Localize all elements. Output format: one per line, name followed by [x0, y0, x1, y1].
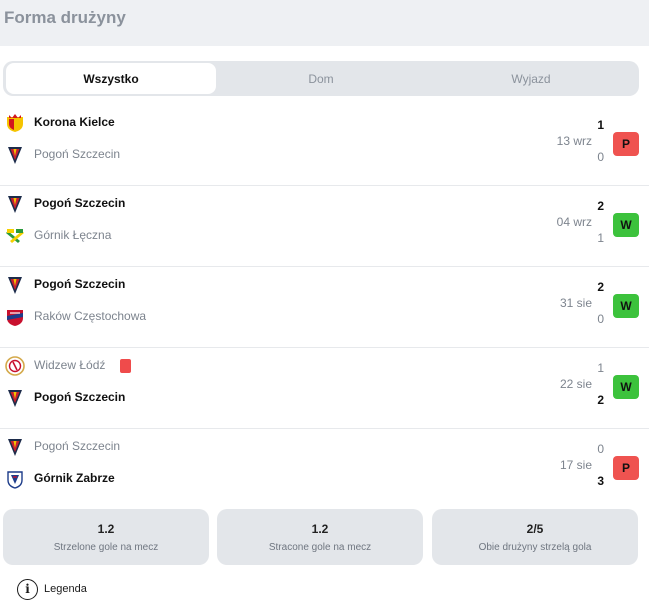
home-team-name: Korona Kielce — [34, 115, 115, 129]
pogon-szczecin-crest — [5, 194, 25, 214]
match-date: 31 sie — [559, 296, 592, 310]
tab-away[interactable]: Wyjazd — [511, 71, 551, 86]
away-team-name: Górnik Łęczna — [34, 228, 112, 242]
home-score: 2 — [597, 199, 604, 213]
home-score: 2 — [597, 280, 604, 294]
tab-home[interactable]: Dom — [308, 71, 334, 86]
section-title: Forma drużyny — [4, 8, 126, 27]
gornik-zabrze-crest — [5, 469, 25, 489]
stat-goals-scored: 1.2 Strzelone gole na mecz — [3, 509, 209, 565]
away-team-name: Górnik Zabrze — [34, 471, 115, 485]
legend-label: Legenda — [44, 583, 87, 595]
away-score: 0 — [597, 312, 604, 326]
result-badge: W — [613, 375, 639, 399]
match-row[interactable]: Pogoń Szczecin 2 Raków Częstochowa 0 31 sie W — [0, 267, 649, 348]
gornik-leczna-crest — [5, 226, 25, 246]
match-row[interactable]: Pogoń Szczecin 0 Górnik Zabrze 3 17 sie P — [0, 429, 649, 510]
match-row[interactable]: Widzew Łódź 1 Pogoń Szczecin 2 22 sie W — [0, 348, 649, 429]
match-date: 17 sie — [559, 458, 592, 472]
tab-all[interactable]: Wszystko — [6, 63, 216, 94]
info-icon: i — [17, 578, 38, 600]
home-score: 1 — [597, 361, 604, 375]
home-team-name: Widzew Łódź — [34, 358, 106, 372]
result-badge: P — [613, 132, 639, 156]
stat-both-teams-score: 2/5 Obie drużyny strzelą gola — [432, 509, 638, 565]
pogon-szczecin-crest — [5, 437, 25, 457]
match-date: 13 wrz — [556, 134, 592, 148]
home-team-name: Pogoń Szczecin — [34, 196, 126, 210]
away-score: 1 — [597, 231, 604, 245]
tab-bar: Wszystko Dom Wyjazd — [3, 61, 639, 96]
korona-kielce-crest — [5, 113, 25, 133]
away-score: 0 — [597, 150, 604, 164]
stat-value: 1.2 — [311, 522, 329, 536]
rakow-czestochowa-crest — [5, 307, 25, 327]
pogon-szczecin-crest — [5, 145, 25, 165]
match-row[interactable]: Korona Kielce 1 Pogoń Szczecin 0 13 wrz P — [0, 105, 649, 186]
home-team-name: Pogoń Szczecin — [34, 439, 121, 453]
home-score: 0 — [597, 442, 604, 456]
away-team-name: Raków Częstochowa — [34, 309, 147, 323]
away-team-name: Pogoń Szczecin — [34, 390, 126, 404]
match-row[interactable]: Pogoń Szczecin 2 Górnik Łęczna 1 04 wrz W — [0, 186, 649, 267]
stat-goals-conceded: 1.2 Stracone gole na mecz — [217, 509, 423, 565]
stat-label: Obie drużyny strzelą gola — [478, 542, 592, 553]
stat-label: Stracone gole na mecz — [268, 542, 372, 553]
stats-row: 1.2 Strzelone gole na mecz 1.2 Stracone … — [3, 509, 639, 565]
result-badge: P — [613, 456, 639, 480]
result-badge: W — [613, 294, 639, 318]
match-date: 22 sie — [559, 377, 592, 391]
away-score: 3 — [597, 474, 604, 488]
stat-value: 1.2 — [97, 522, 115, 536]
away-team-name: Pogoń Szczecin — [34, 147, 121, 161]
stat-label: Strzelone gole na mecz — [53, 542, 159, 553]
pogon-szczecin-crest — [5, 275, 25, 295]
legend-button[interactable]: i Legenda — [17, 578, 87, 600]
away-score: 2 — [597, 393, 604, 407]
red-card-icon — [120, 359, 131, 373]
match-date: 04 wrz — [556, 215, 592, 229]
home-score: 1 — [597, 118, 604, 132]
home-team-name: Pogoń Szczecin — [34, 277, 126, 291]
widzew-lodz-crest — [5, 356, 25, 376]
result-badge: W — [613, 213, 639, 237]
pogon-szczecin-crest — [5, 388, 25, 408]
stat-value: 2/5 — [526, 522, 544, 536]
section-header: Forma drużyny — [0, 0, 649, 46]
